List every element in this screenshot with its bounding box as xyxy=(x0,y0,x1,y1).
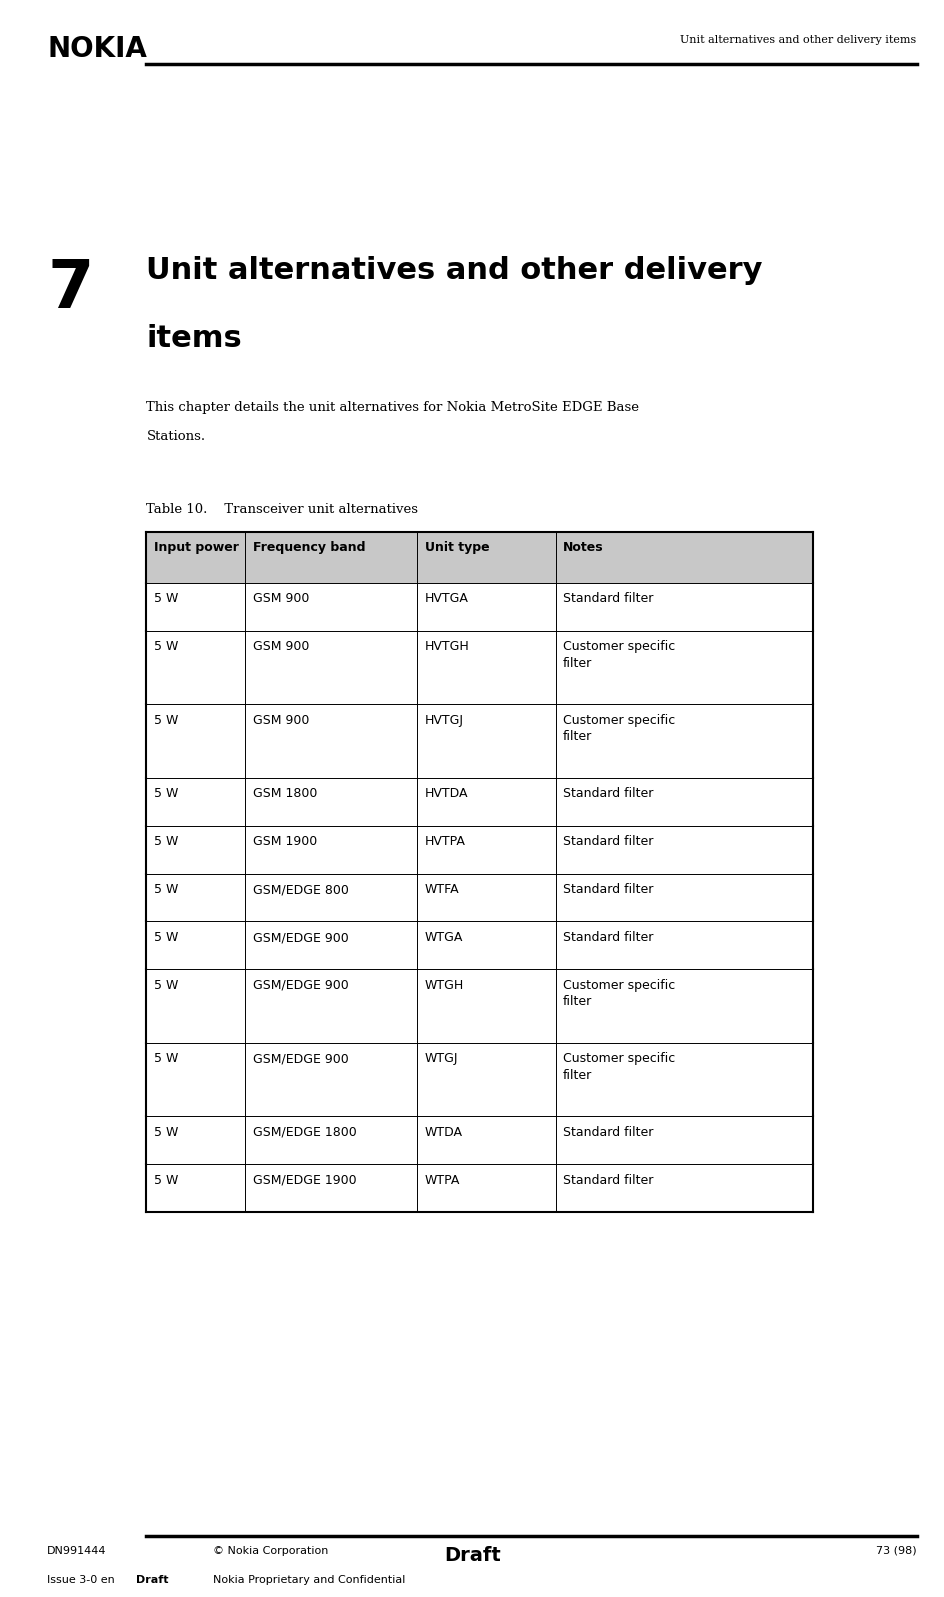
Text: GSM 900: GSM 900 xyxy=(252,640,309,653)
Text: Unit type: Unit type xyxy=(424,541,489,554)
Text: 5 W: 5 W xyxy=(154,979,178,992)
Text: 73 (98): 73 (98) xyxy=(875,1546,916,1555)
Text: 7: 7 xyxy=(47,256,93,321)
Text: Unit alternatives and other delivery: Unit alternatives and other delivery xyxy=(146,256,762,284)
Bar xyxy=(146,1116,812,1164)
Bar xyxy=(146,1043,812,1116)
Bar xyxy=(146,778,812,826)
Text: This chapter details the unit alternatives for Nokia MetroSite EDGE Base: This chapter details the unit alternativ… xyxy=(146,401,639,414)
Text: HVTDA: HVTDA xyxy=(424,787,467,800)
Text: Customer specific
filter: Customer specific filter xyxy=(563,1052,675,1081)
Text: NOKIA: NOKIA xyxy=(47,35,147,64)
Text: HVTGJ: HVTGJ xyxy=(424,714,463,727)
Text: 5 W: 5 W xyxy=(154,787,178,800)
Bar xyxy=(146,826,812,874)
Text: 5 W: 5 W xyxy=(154,1174,178,1187)
Text: HVTGA: HVTGA xyxy=(424,592,468,605)
Text: 5 W: 5 W xyxy=(154,883,178,896)
Text: WTGA: WTGA xyxy=(424,931,463,944)
Text: Issue 3-0 en: Issue 3-0 en xyxy=(47,1575,118,1584)
Text: 5 W: 5 W xyxy=(154,835,178,848)
Text: Frequency band: Frequency band xyxy=(252,541,364,554)
Text: GSM/EDGE 800: GSM/EDGE 800 xyxy=(252,883,348,896)
Bar xyxy=(146,583,812,631)
Text: © Nokia Corporation: © Nokia Corporation xyxy=(212,1546,328,1555)
Text: Table 10.    Transceiver unit alternatives: Table 10. Transceiver unit alternatives xyxy=(146,503,418,516)
Text: GSM 1800: GSM 1800 xyxy=(252,787,316,800)
Text: Standard filter: Standard filter xyxy=(563,1174,653,1187)
Bar xyxy=(146,921,812,969)
Text: Input power: Input power xyxy=(154,541,239,554)
Text: HVTPA: HVTPA xyxy=(424,835,464,848)
Text: Customer specific
filter: Customer specific filter xyxy=(563,714,675,743)
Text: 5 W: 5 W xyxy=(154,640,178,653)
Text: Standard filter: Standard filter xyxy=(563,592,653,605)
Text: Notes: Notes xyxy=(563,541,603,554)
Text: GSM 900: GSM 900 xyxy=(252,592,309,605)
Text: Draft: Draft xyxy=(136,1575,168,1584)
Text: Stations.: Stations. xyxy=(146,430,206,442)
Text: WTPA: WTPA xyxy=(424,1174,460,1187)
Text: WTFA: WTFA xyxy=(424,883,459,896)
Text: GSM/EDGE 900: GSM/EDGE 900 xyxy=(252,979,348,992)
Text: Standard filter: Standard filter xyxy=(563,835,653,848)
Text: GSM/EDGE 900: GSM/EDGE 900 xyxy=(252,931,348,944)
Text: Standard filter: Standard filter xyxy=(563,883,653,896)
Text: Unit alternatives and other delivery items: Unit alternatives and other delivery ite… xyxy=(680,35,916,45)
Text: Nokia Proprietary and Confidential: Nokia Proprietary and Confidential xyxy=(212,1575,405,1584)
Text: Customer specific
filter: Customer specific filter xyxy=(563,640,675,669)
Text: 5 W: 5 W xyxy=(154,931,178,944)
Text: Draft: Draft xyxy=(444,1546,500,1565)
Text: 5 W: 5 W xyxy=(154,592,178,605)
Text: GSM/EDGE 1800: GSM/EDGE 1800 xyxy=(252,1126,356,1139)
Bar xyxy=(146,704,812,778)
Text: Customer specific
filter: Customer specific filter xyxy=(563,979,675,1008)
Text: WTGH: WTGH xyxy=(424,979,464,992)
Text: Standard filter: Standard filter xyxy=(563,1126,653,1139)
Text: GSM 1900: GSM 1900 xyxy=(252,835,316,848)
Bar xyxy=(146,969,812,1043)
Text: 5 W: 5 W xyxy=(154,1126,178,1139)
Bar xyxy=(146,631,812,704)
Text: Standard filter: Standard filter xyxy=(563,787,653,800)
Text: GSM 900: GSM 900 xyxy=(252,714,309,727)
Text: WTDA: WTDA xyxy=(424,1126,462,1139)
Bar xyxy=(146,1164,812,1212)
Text: GSM/EDGE 1900: GSM/EDGE 1900 xyxy=(252,1174,356,1187)
Bar xyxy=(146,874,812,921)
Bar xyxy=(146,532,812,583)
Text: HVTGH: HVTGH xyxy=(424,640,469,653)
Text: Standard filter: Standard filter xyxy=(563,931,653,944)
Text: 5 W: 5 W xyxy=(154,1052,178,1065)
Text: GSM/EDGE 900: GSM/EDGE 900 xyxy=(252,1052,348,1065)
Text: 5 W: 5 W xyxy=(154,714,178,727)
Text: DN991444: DN991444 xyxy=(47,1546,107,1555)
Text: WTGJ: WTGJ xyxy=(424,1052,458,1065)
Text: items: items xyxy=(146,324,242,353)
